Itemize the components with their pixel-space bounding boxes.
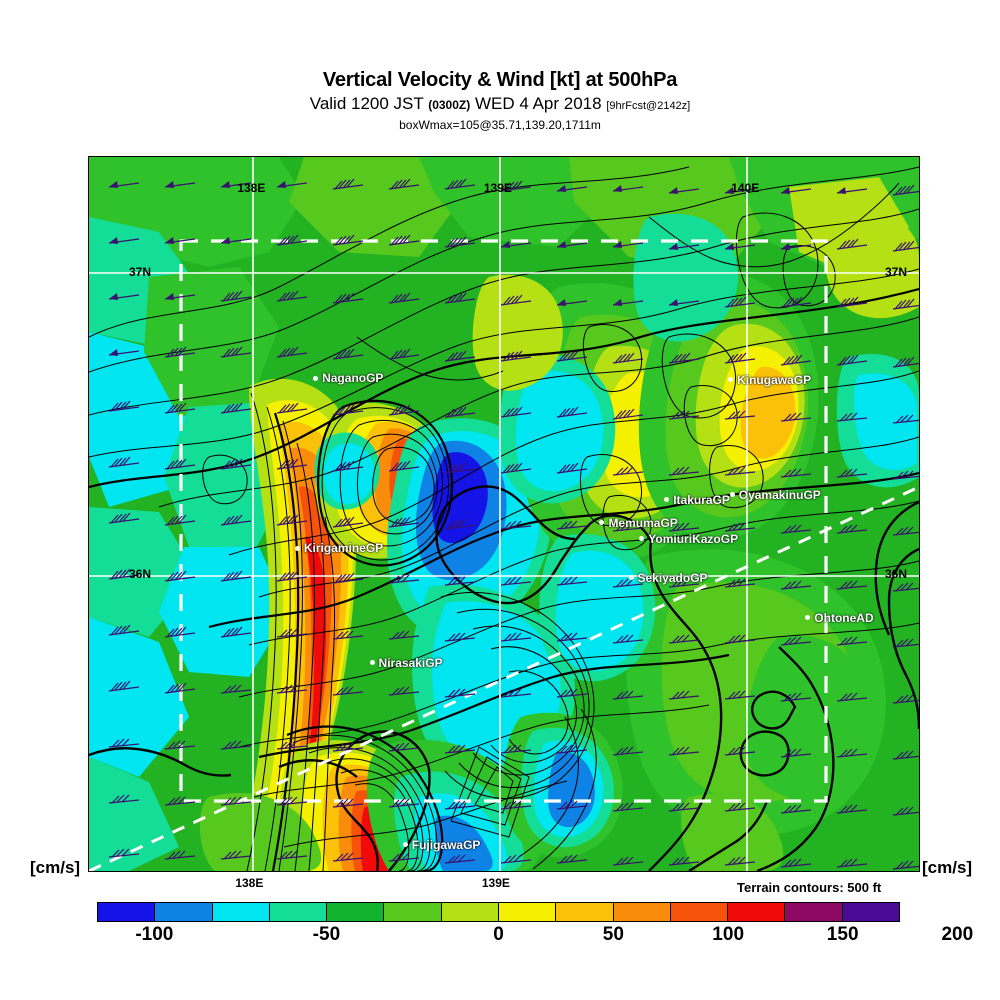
lon-label-top-139E: 139E [483, 181, 512, 195]
colorbar-segment-0 [98, 903, 156, 921]
colorbar-segment-4 [327, 903, 385, 921]
colorbar-segment-6 [441, 903, 499, 921]
colorbar-tick-200: 200 [941, 924, 974, 945]
colorbar-tick-0: 0 [493, 924, 504, 945]
lat-label-right-37N: 37N [885, 264, 908, 279]
chart-subtitle: Valid 1200 JST (0300Z) WED 4 Apr 2018 [9… [0, 93, 1000, 117]
colorbar[interactable] [97, 902, 900, 922]
colorbar-segment-8 [556, 903, 614, 921]
units-label-left: [cm/s] [30, 858, 81, 877]
colorbar-tick-labels: -100 -50 0 50 100 150 200 [97, 924, 973, 950]
colorbar-segment-2 [212, 903, 270, 921]
lon-label-bottom-138E: 138E [235, 876, 264, 890]
vertical-velocity-field [89, 157, 919, 871]
units-label-right: [cm/s] [922, 858, 973, 877]
lon-label-bottom-139E: 139E [481, 876, 510, 890]
lat-label-left-37N: 37N [129, 264, 152, 279]
colorbar-segment-7 [498, 903, 557, 921]
valid-date: WED 4 Apr 2018 [470, 94, 607, 113]
lon-label-top-140E: 140E [731, 181, 760, 195]
title-block: Vertical Velocity & Wind [kt] at 500hPa … [0, 68, 1000, 133]
lat-label-right-36N: 36N [885, 567, 908, 582]
boxwmax-annotation: boxWmax=105@35.71,139.20,1711m [399, 118, 601, 132]
map-panel[interactable]: NaganoGP KirigamineGP NirasakiGP FujigawaGP… [88, 156, 920, 872]
colorbar-tick--100: -100 [135, 924, 174, 945]
colorbar-segment-1 [155, 903, 213, 921]
colorbar-segment-12 [785, 903, 843, 921]
valid-utc: (0300Z) [428, 98, 471, 112]
colorbar-tick-100: 100 [712, 924, 745, 945]
lon-label-top-138E: 138E [237, 181, 266, 195]
lat-label-left-36N: 36N [129, 567, 152, 582]
colorbar-tick--50: -50 [312, 924, 341, 945]
forecast-hour: [9hrFcst@2142z] [606, 100, 691, 112]
colorbar-segment-3 [269, 903, 328, 921]
colorbar-segment-11 [728, 903, 786, 921]
colorbar-segment-9 [613, 903, 671, 921]
map-canvas: NaganoGP KirigamineGP NirasakiGP FujigawaGP… [89, 157, 919, 871]
colorbar-segment-13 [842, 903, 899, 921]
colorbar-segment-10 [670, 903, 729, 921]
valid-time: Valid 1200 JST [309, 94, 429, 113]
colorbar-segment-5 [384, 903, 442, 921]
chart-title: Vertical Velocity & Wind [kt] at 500hPa [322, 69, 678, 91]
terrain-contour-note: Terrain contours: 500 ft [737, 880, 882, 895]
colorbar-tick-50: 50 [602, 924, 624, 945]
colorbar-tick-150: 150 [826, 924, 859, 945]
